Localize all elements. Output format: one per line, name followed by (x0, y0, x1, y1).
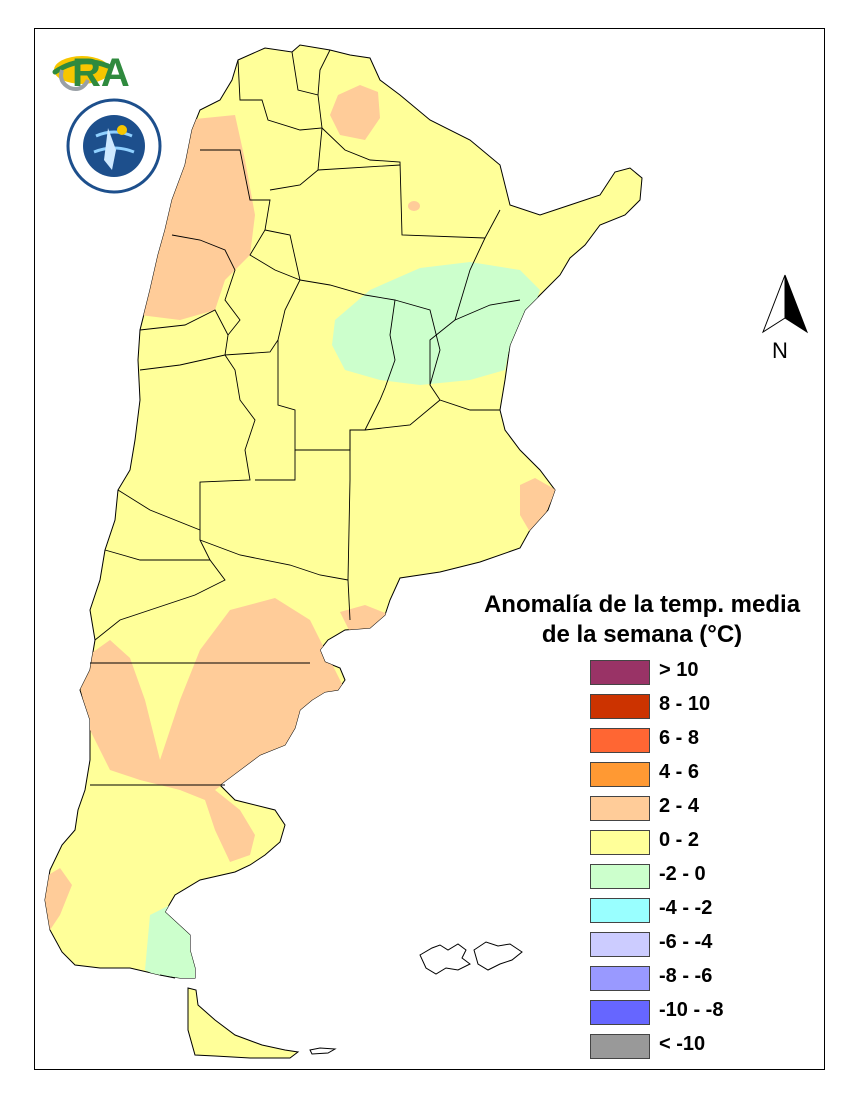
smn-seal-logo (66, 98, 162, 194)
boundary-santa-cruz-tdf (159, 974, 176, 979)
zone-2-4-coast (520, 478, 556, 532)
boundary-tucuman (264, 127, 323, 281)
legend-swatch (590, 762, 650, 787)
legend-swatch (590, 966, 650, 991)
boundary-jujuy-salta (237, 51, 323, 131)
zone-minus2-0-south (145, 905, 200, 978)
boundary-la-rioja (171, 234, 301, 356)
legend-label: -10 - -8 (659, 999, 724, 1021)
zone-2-4-patagonia (75, 598, 345, 862)
legend-swatch (590, 694, 650, 719)
legend-title-line1: Anomalía de la temp. media (483, 591, 801, 618)
legend-label: -2 - 0 (659, 863, 706, 885)
tierra-del-fuego (187, 987, 300, 1059)
legend-label: < -10 (659, 1033, 706, 1055)
legend-label: > 10 (659, 659, 699, 681)
north-label: N (772, 338, 788, 363)
zone-2-4-northwest (140, 115, 255, 320)
legend-swatch (590, 898, 650, 923)
legend-swatch (590, 1000, 650, 1025)
boundary-la-pampa (199, 539, 349, 581)
legend-swatch (590, 864, 650, 889)
legend-label: -4 - -2 (659, 897, 713, 919)
legend-label: 2 - 4 (659, 795, 700, 817)
ora-logo: RA (52, 51, 130, 95)
legend-label: -8 - -6 (659, 965, 713, 987)
boundary-neuquen (94, 489, 226, 641)
legend-swatch (590, 796, 650, 821)
islas-malvinas (419, 941, 523, 975)
legend-label: 0 - 2 (659, 829, 700, 851)
boundary-catamarca (200, 149, 301, 281)
boundary-corrientes-misiones (429, 237, 521, 385)
legend-swatch (590, 1034, 650, 1059)
zone-minus2-0-litoral (332, 262, 540, 385)
boundary-san-luis (255, 450, 296, 481)
legend: Anomalía de la temp. media de la semana … (452, 590, 832, 1059)
zone-2-4-spot (408, 201, 420, 211)
boundary-san-juan (139, 309, 229, 371)
legend-swatch (590, 830, 650, 855)
province-boundaries (90, 49, 521, 979)
boundary-santiago (299, 164, 401, 401)
north-arrow-icon (761, 274, 809, 334)
legend-label: -6 - -4 (659, 931, 713, 953)
zone-2-4-north (330, 85, 380, 140)
legend-label: 6 - 8 (659, 727, 700, 749)
legend-label: 4 - 6 (659, 761, 700, 783)
legend-label: 8 - 10 (659, 693, 711, 715)
legend-swatch (590, 728, 650, 753)
legend-title-line2: de la semana (°C) (541, 621, 743, 648)
boundary-mendoza (199, 354, 256, 561)
legend-swatch (590, 932, 650, 957)
legend-swatch (590, 660, 650, 685)
anomaly-zones (45, 85, 556, 978)
isla-de-los-estados (309, 1047, 337, 1055)
